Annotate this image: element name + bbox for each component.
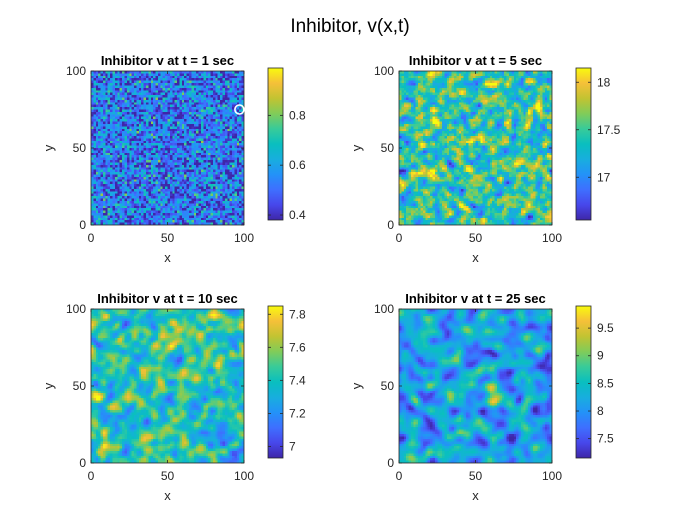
y-tick-label: 50	[381, 141, 395, 155]
colorbar-tick-label: 7.8	[289, 307, 306, 321]
colorbar-tick-label: 7.4	[289, 373, 306, 387]
y-axis-label: y	[349, 144, 364, 151]
panel-title: Inhibitor v at t = 1 sec	[101, 53, 234, 68]
colorbar-box	[267, 67, 284, 221]
heatmap-field	[91, 71, 244, 225]
x-tick-label: 50	[161, 469, 175, 483]
x-tick-label: 100	[234, 469, 254, 483]
x-tick-label: 0	[88, 469, 95, 483]
y-tick-label: 100	[374, 64, 394, 78]
colorbar-tick-label: 0.8	[289, 108, 306, 122]
colorbar-tick-label: 0.6	[289, 158, 306, 172]
y-axis-label: y	[349, 382, 364, 389]
panel-title: Inhibitor v at t = 10 sec	[97, 291, 238, 306]
y-axis-label: y	[41, 144, 56, 151]
panel-title: Inhibitor v at t = 5 sec	[409, 53, 542, 68]
y-tick-label: 50	[381, 379, 395, 393]
colorbar-tick-label: 17	[597, 170, 611, 184]
colorbar	[576, 306, 591, 458]
y-tick-label: 100	[66, 302, 86, 316]
x-axis-label: x	[164, 250, 171, 265]
y-tick-label: 0	[79, 456, 86, 470]
x-axis-label: x	[472, 250, 479, 265]
colorbar-tick-label: 17.5	[597, 123, 621, 137]
y-tick-label: 0	[387, 456, 394, 470]
x-axis-label: x	[472, 488, 479, 503]
panels: Inhibitor v at t = 1 sec 0 50 100 0 50 100 x y 0.…	[41, 53, 621, 503]
colorbar-tick-label: 7.6	[289, 340, 306, 354]
heatmap-panel: Inhibitor v at t = 1 sec 0 50 100 0 50 100 x y 0.…	[41, 53, 306, 265]
colorbar-tick-label: 7.5	[597, 432, 614, 446]
colorbar-tick-label: 7.2	[289, 406, 306, 420]
y-tick-label: 100	[374, 302, 394, 316]
x-tick-label: 50	[469, 469, 483, 483]
x-tick-label: 0	[396, 469, 403, 483]
colorbar	[268, 68, 283, 220]
colorbar-tick-label: 18	[597, 75, 611, 89]
x-tick-label: 100	[542, 469, 562, 483]
y-tick-label: 50	[73, 141, 87, 155]
heatmap-panel: Inhibitor v at t = 10 sec 0 50 100 0 50 100 x y 7…	[41, 291, 306, 503]
colorbar-tick-label: 9.5	[597, 321, 614, 335]
colorbar-box	[575, 305, 592, 459]
colorbar-box	[267, 305, 284, 459]
colorbar-box	[575, 67, 592, 221]
heatmap-field	[399, 309, 552, 463]
figure-title: Inhibitor, v(x,t)	[290, 16, 409, 37]
x-tick-label: 0	[396, 231, 403, 245]
colorbar-tick-label: 9	[597, 349, 604, 363]
colorbar-tick-label: 0.4	[289, 208, 306, 222]
heatmap-panel: Inhibitor v at t = 5 sec 0 50 100 0 50 100 x y 17…	[349, 53, 621, 265]
x-tick-label: 50	[161, 231, 175, 245]
colorbar-tick-label: 7	[289, 439, 296, 453]
colorbar	[268, 306, 283, 458]
y-tick-label: 0	[79, 218, 86, 232]
y-tick-label: 0	[387, 218, 394, 232]
y-tick-label: 50	[73, 379, 87, 393]
colorbar	[576, 68, 591, 220]
x-tick-label: 100	[234, 231, 254, 245]
x-tick-label: 100	[542, 231, 562, 245]
colorbar-tick-label: 8	[597, 404, 604, 418]
colorbar-tick-label: 8.5	[597, 376, 614, 390]
heatmap-field	[399, 71, 552, 225]
probe-marker	[234, 104, 245, 115]
heatmap-panel: Inhibitor v at t = 25 sec 0 50 100 0 50 100 x y 7…	[349, 291, 614, 503]
y-tick-label: 100	[66, 64, 86, 78]
y-axis-label: y	[41, 382, 56, 389]
x-axis-label: x	[164, 488, 171, 503]
heatmap-field	[91, 309, 244, 463]
x-tick-label: 0	[88, 231, 95, 245]
panel-title: Inhibitor v at t = 25 sec	[405, 291, 546, 306]
x-tick-label: 50	[469, 231, 483, 245]
